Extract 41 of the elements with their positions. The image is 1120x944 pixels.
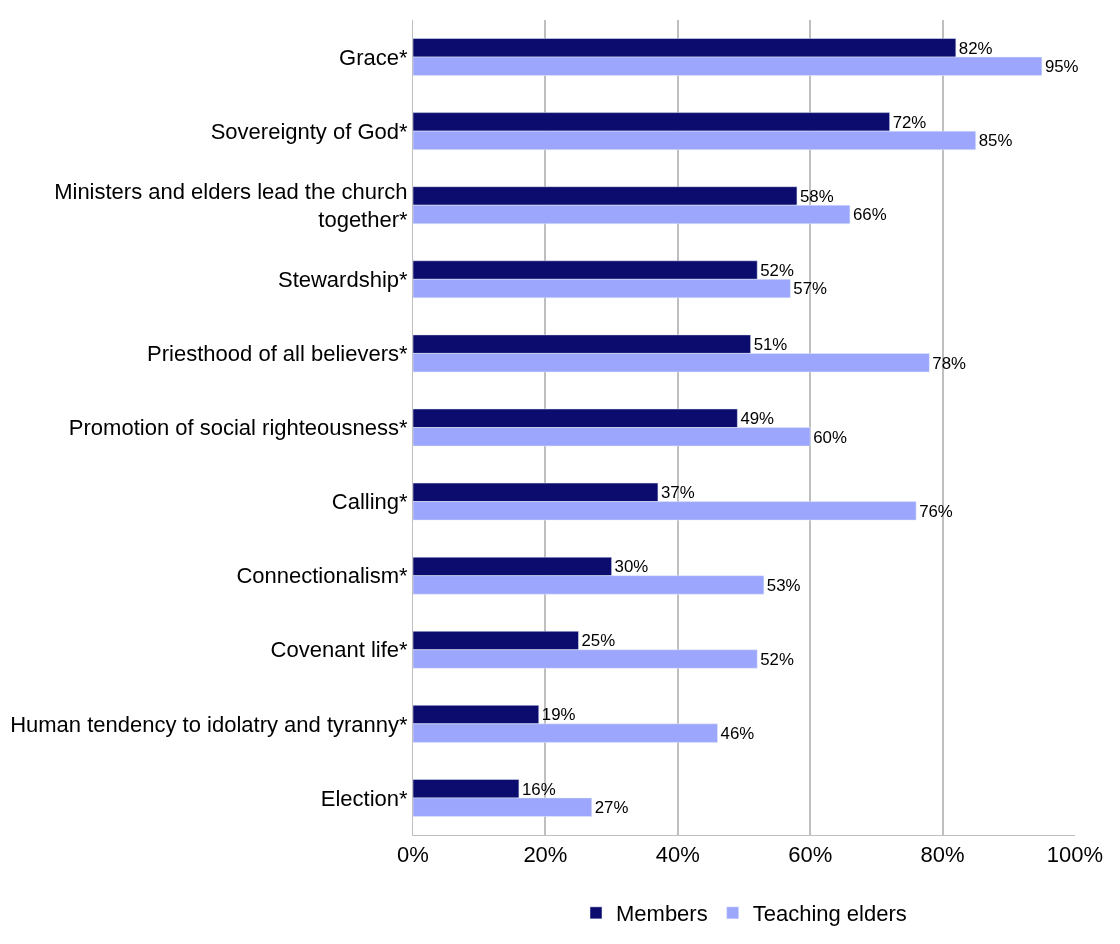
data-label: 95% [1044,57,1079,77]
data-label: 51% [753,335,788,355]
x-tick-label: 40% [655,842,700,868]
y-tick-label: Human tendency to idolatry and tyranny* [10,711,409,737]
data-label: 57% [793,279,828,299]
y-tick-label: Calling* [331,489,409,515]
x-tick-label: 100% [1046,842,1104,868]
x-tick-label: 60% [788,842,833,868]
data-label: 49% [740,409,775,429]
data-label: 27% [594,798,629,818]
y-tick-label: Connectionalism* [236,563,409,589]
data-label: 58% [799,186,834,206]
y-tick-label: Promotion of social righteousness* [68,415,409,441]
x-tick-label: 0% [397,842,429,868]
data-label: 16% [521,779,556,799]
legend-label: Members [616,901,708,927]
data-label: 52% [760,260,794,280]
y-tick-label: Election* [320,785,409,811]
data-label: 76% [919,501,953,521]
data-label: 37% [660,483,695,503]
x-tick-label: 80% [920,842,965,868]
data-label: 66% [852,205,887,225]
data-label: 19% [541,705,576,725]
y-tick-label: Ministers and elders lead the church together* [54,178,409,233]
data-label: 53% [766,575,801,595]
y-tick-label: Stewardship* [277,267,409,293]
data-label: 82% [958,38,993,58]
data-label: 78% [932,353,967,373]
y-tick-label: Covenant life* [270,637,409,663]
data-label: 60% [813,427,847,447]
legend-label: Teaching elders [752,901,907,927]
data-label: 46% [720,724,755,744]
data-label: 25% [581,631,616,651]
x-tick-label: 20% [523,842,568,868]
data-label: 85% [978,131,1013,151]
y-tick-label: Sovereignty of God* [210,118,409,144]
y-tick-label: Grace* [339,44,409,70]
data-label: 72% [892,112,927,132]
data-label: 30% [614,557,649,577]
y-tick-label: Priesthood of all believers* [147,341,409,367]
data-label: 52% [760,649,794,669]
